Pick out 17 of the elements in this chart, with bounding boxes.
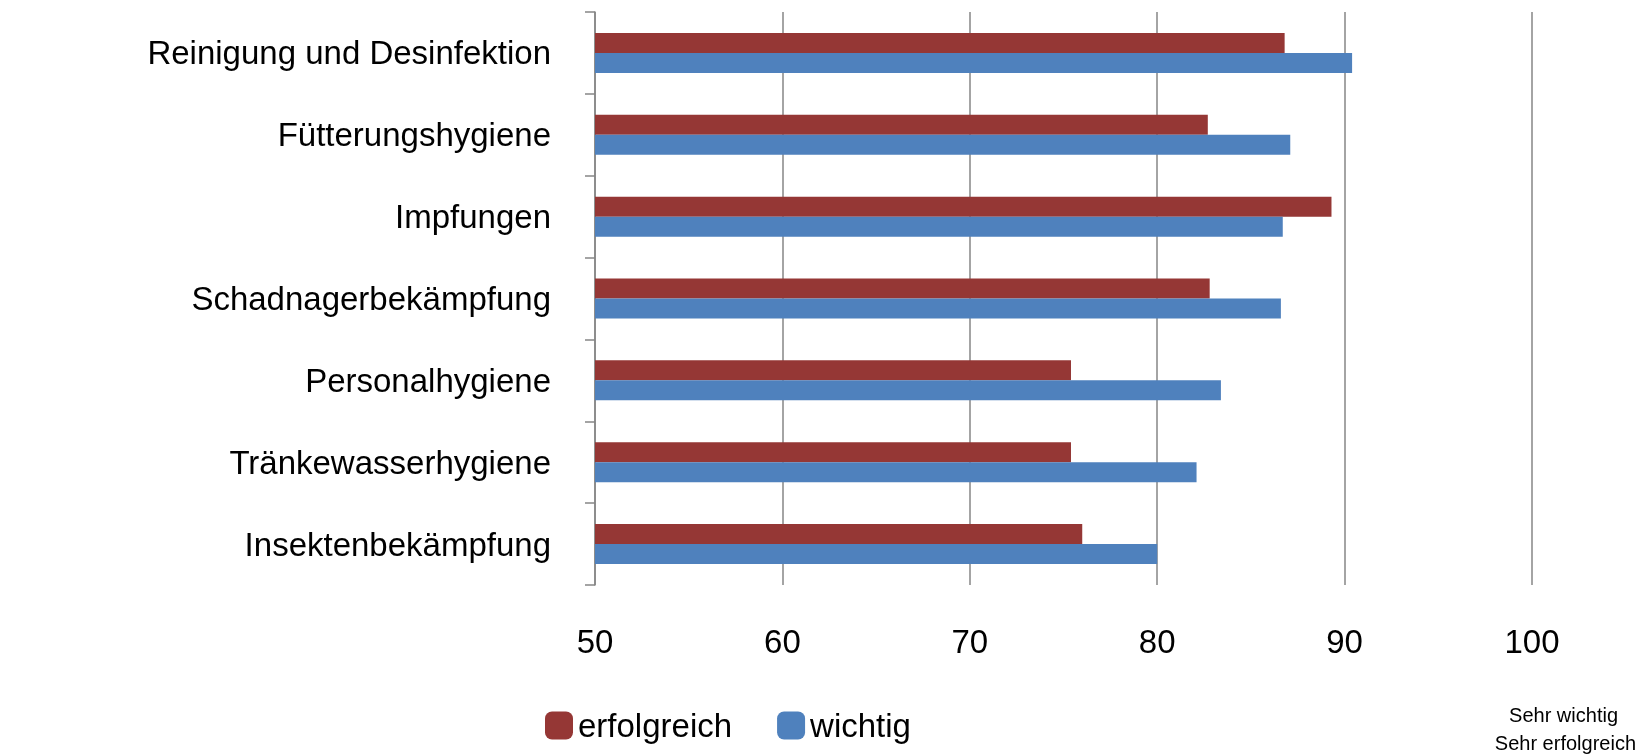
y-tick-label: Reinigung und Desinfektion — [147, 34, 551, 72]
x-tick-label: 70 — [951, 623, 989, 660]
x-tick-label: 90 — [1326, 623, 1363, 660]
y-tick-label: Schadnagerbekämpfung — [191, 280, 551, 317]
legend-label: erfolgreich — [578, 707, 733, 744]
x-tick-label: 100 — [1504, 623, 1560, 660]
y-tick-label: Personalhygiene — [305, 361, 551, 399]
y-tick-label: Fütterungshygiene — [277, 116, 551, 154]
x-tick-label: 60 — [764, 623, 801, 660]
legend-label: wichtig — [809, 707, 911, 744]
x-tick-label: 50 — [576, 623, 614, 660]
y-tick-label: Insektenbekämpfung — [244, 525, 551, 563]
y-tick-label: Tränkewasserhygiene — [229, 443, 551, 481]
text: Sehr wichtig — [1509, 704, 1618, 726]
x-tick-label: 80 — [1138, 623, 1176, 660]
text: Sehr erfolgreich — [1494, 732, 1637, 754]
y-tick-label: Impfungen — [395, 198, 551, 236]
